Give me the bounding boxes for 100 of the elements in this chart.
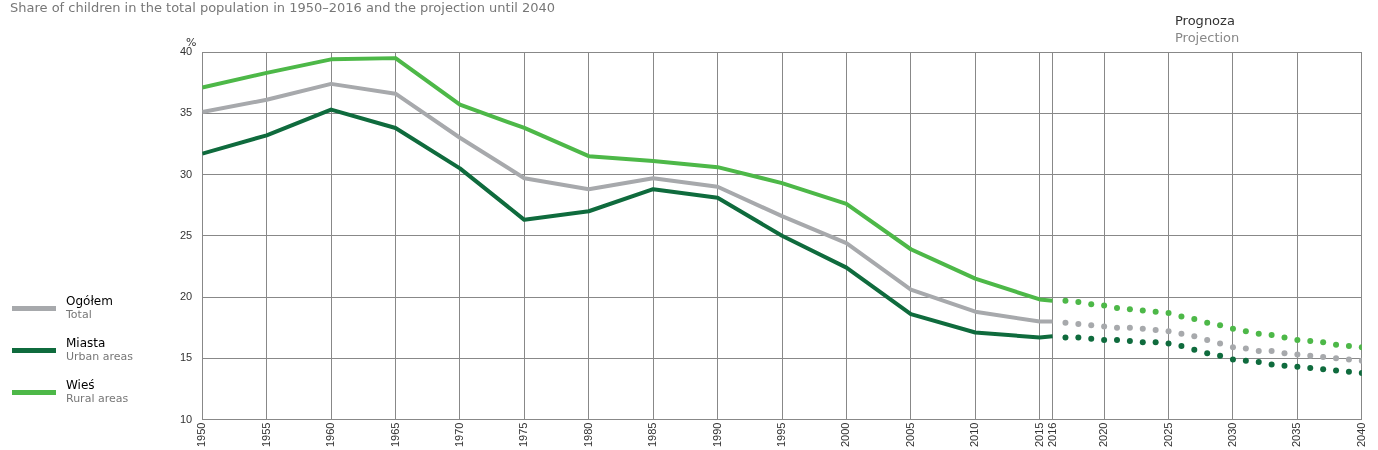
point — [1307, 365, 1314, 372]
point — [1165, 340, 1172, 347]
point — [1114, 305, 1120, 312]
x-tick-label: 2005 — [903, 422, 916, 448]
point — [1139, 339, 1146, 346]
point — [1101, 336, 1108, 343]
point — [1152, 308, 1159, 315]
point — [1126, 338, 1133, 345]
point — [1114, 324, 1120, 331]
y-tick-label: 25 — [179, 228, 193, 241]
x-tick-label: 1955 — [259, 422, 272, 448]
point — [1165, 328, 1172, 335]
point — [1320, 339, 1327, 346]
point — [1178, 330, 1185, 337]
point — [1255, 330, 1262, 337]
point — [1178, 343, 1185, 350]
point — [1062, 297, 1069, 304]
point — [1307, 352, 1314, 359]
x-tick-label: 2000 — [839, 422, 852, 448]
point — [1333, 355, 1340, 362]
legend-label: Wieś Rural areas — [66, 378, 129, 405]
point — [1242, 357, 1249, 364]
point — [1191, 316, 1198, 323]
legend-label: Ogółem Total — [66, 294, 113, 321]
x-tick-label: 2010 — [968, 422, 981, 448]
point — [1281, 350, 1288, 357]
x-tick-label: 2015 — [1032, 422, 1045, 448]
x-tick-label: 1990 — [710, 422, 723, 448]
point — [1229, 344, 1236, 351]
point — [1152, 339, 1159, 346]
point — [1320, 366, 1327, 373]
point — [1191, 333, 1198, 340]
point — [1062, 319, 1069, 326]
x-tick-label: 2020 — [1097, 422, 1110, 448]
point — [1294, 363, 1301, 370]
text: Projection — [1175, 29, 1240, 46]
point — [1294, 351, 1301, 358]
point — [1268, 361, 1275, 368]
x-tick-label: 1960 — [324, 422, 337, 448]
point — [1191, 346, 1198, 353]
point — [1217, 352, 1224, 359]
point — [1139, 307, 1146, 314]
point — [1139, 325, 1146, 332]
y-tick-label: 10 — [179, 412, 193, 425]
y-tick-label: 20 — [179, 290, 193, 303]
point — [1088, 301, 1095, 308]
point — [1242, 345, 1249, 352]
point — [1075, 320, 1082, 327]
x-tick-label: 1995 — [775, 422, 788, 448]
point — [1165, 309, 1172, 316]
point — [1126, 324, 1133, 331]
point — [1217, 322, 1224, 329]
point — [1281, 362, 1288, 369]
point — [1088, 322, 1095, 329]
point — [1255, 347, 1262, 354]
point — [1101, 302, 1108, 309]
y-tick-label: 15 — [179, 351, 193, 364]
point — [1242, 328, 1249, 335]
point — [1268, 332, 1275, 338]
point — [1255, 358, 1262, 365]
point — [1075, 334, 1082, 341]
point — [1062, 334, 1069, 341]
text: Prognoza — [1175, 12, 1236, 29]
point — [1345, 356, 1352, 363]
point — [1333, 367, 1340, 374]
point — [1075, 298, 1082, 305]
point — [1204, 350, 1211, 357]
x-tick-label: 2040 — [1354, 422, 1367, 448]
x-tick-label: 2025 — [1161, 422, 1174, 448]
point — [1088, 335, 1095, 342]
point — [1114, 336, 1120, 343]
x-tick-label: 1965 — [388, 422, 401, 448]
point — [1217, 340, 1224, 347]
chart-title: Share of children in the total population in 1950–2016 and the projection until 2040 — [10, 0, 556, 15]
x-tick-label: 2035 — [1290, 422, 1303, 448]
y-tick-label: 35 — [179, 106, 193, 119]
point — [1178, 313, 1185, 320]
point — [1204, 319, 1211, 326]
point — [1229, 356, 1236, 363]
y-tick-label: 30 — [179, 167, 193, 180]
x-tick-label: 1970 — [452, 422, 465, 448]
point — [1281, 334, 1288, 341]
point — [1101, 323, 1108, 330]
point — [1229, 325, 1236, 332]
x-tick-label: 1985 — [646, 422, 659, 448]
point — [1345, 368, 1352, 375]
point — [1307, 338, 1314, 345]
legend-label: Miasta Urban areas — [66, 336, 134, 363]
point — [1333, 341, 1340, 348]
point — [1152, 327, 1159, 334]
point — [1294, 336, 1301, 343]
x-tick-label: 2016 — [1045, 422, 1058, 448]
point — [1204, 336, 1211, 343]
point — [1268, 347, 1275, 354]
x-tick-label: 1980 — [581, 422, 594, 448]
x-tick-label: 2030 — [1225, 422, 1238, 448]
x-tick-label: 1950 — [195, 422, 208, 448]
x-tick-label: 1975 — [517, 422, 530, 448]
point — [1320, 354, 1327, 361]
point — [1345, 343, 1352, 350]
